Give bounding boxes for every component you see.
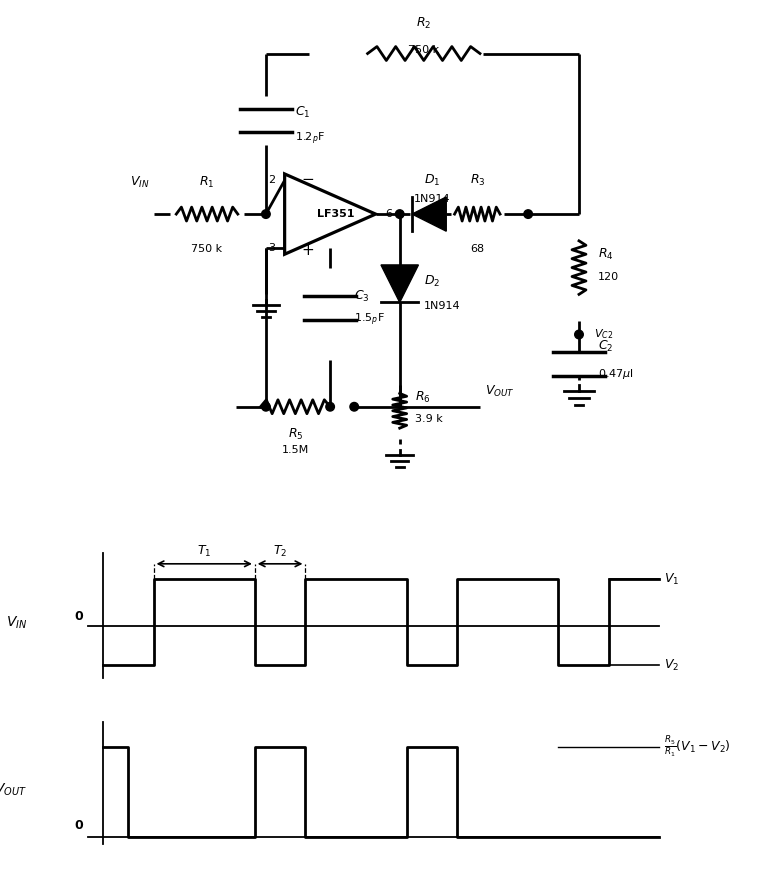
Text: 750 k: 750 k <box>408 45 440 55</box>
Polygon shape <box>412 197 447 231</box>
Text: $C_3$: $C_3$ <box>354 288 370 303</box>
Circle shape <box>395 210 404 219</box>
Text: $V_{C2}$: $V_{C2}$ <box>594 327 613 342</box>
Text: $C_1$: $C_1$ <box>296 105 310 120</box>
Circle shape <box>350 402 359 411</box>
Text: 68: 68 <box>470 244 485 253</box>
Text: 0: 0 <box>74 610 83 624</box>
Text: $V_{IN}$: $V_{IN}$ <box>6 615 27 631</box>
Text: 2: 2 <box>268 176 275 186</box>
Text: $+$: $+$ <box>300 243 314 258</box>
Text: $R_6$: $R_6$ <box>415 390 430 405</box>
Polygon shape <box>381 265 419 302</box>
Circle shape <box>326 402 335 411</box>
Text: $C_2$: $C_2$ <box>598 339 613 354</box>
Circle shape <box>261 402 270 411</box>
Text: 6: 6 <box>385 209 392 219</box>
Text: 1N914: 1N914 <box>413 194 450 204</box>
Text: 750 k: 750 k <box>191 244 223 253</box>
Text: $R_4$: $R_4$ <box>598 247 613 261</box>
Text: $V_{OUT}$: $V_{OUT}$ <box>485 384 515 399</box>
Text: $D_1$: $D_1$ <box>424 173 440 188</box>
Text: $V_2$: $V_2$ <box>664 657 679 673</box>
Text: 0.47$\mu$l: 0.47$\mu$l <box>598 367 633 381</box>
Text: $D_2$: $D_2$ <box>424 274 440 288</box>
Text: 3.9 k: 3.9 k <box>415 414 443 424</box>
Text: $V_1$: $V_1$ <box>664 572 680 587</box>
Text: $R_1$: $R_1$ <box>199 175 215 190</box>
Circle shape <box>261 210 270 219</box>
Text: $T_2$: $T_2$ <box>273 544 287 559</box>
Text: 3: 3 <box>268 243 275 252</box>
Text: $-$: $-$ <box>300 170 314 186</box>
Text: $T_1$: $T_1$ <box>197 544 212 559</box>
Circle shape <box>524 210 532 219</box>
Text: $R_2$: $R_2$ <box>416 16 432 31</box>
Circle shape <box>575 330 584 339</box>
Text: $V_{IN}$: $V_{IN}$ <box>131 175 150 190</box>
Text: $R_3$: $R_3$ <box>470 173 485 188</box>
Text: $\frac{R_5}{R_1}$$(V_1-V_2)$: $\frac{R_5}{R_1}$$(V_1-V_2)$ <box>664 734 731 759</box>
Text: 120: 120 <box>598 272 619 282</box>
Text: 1.5$_p$F: 1.5$_p$F <box>354 311 385 327</box>
Text: $R_5$: $R_5$ <box>288 427 303 442</box>
Text: 1N914: 1N914 <box>424 301 461 311</box>
Text: 1.2$_p$F: 1.2$_p$F <box>296 131 325 147</box>
Text: 0: 0 <box>74 819 83 832</box>
Text: $V_{OUT}$: $V_{OUT}$ <box>0 781 27 798</box>
Text: 1.5M: 1.5M <box>282 445 309 455</box>
Text: LF351: LF351 <box>317 209 354 219</box>
